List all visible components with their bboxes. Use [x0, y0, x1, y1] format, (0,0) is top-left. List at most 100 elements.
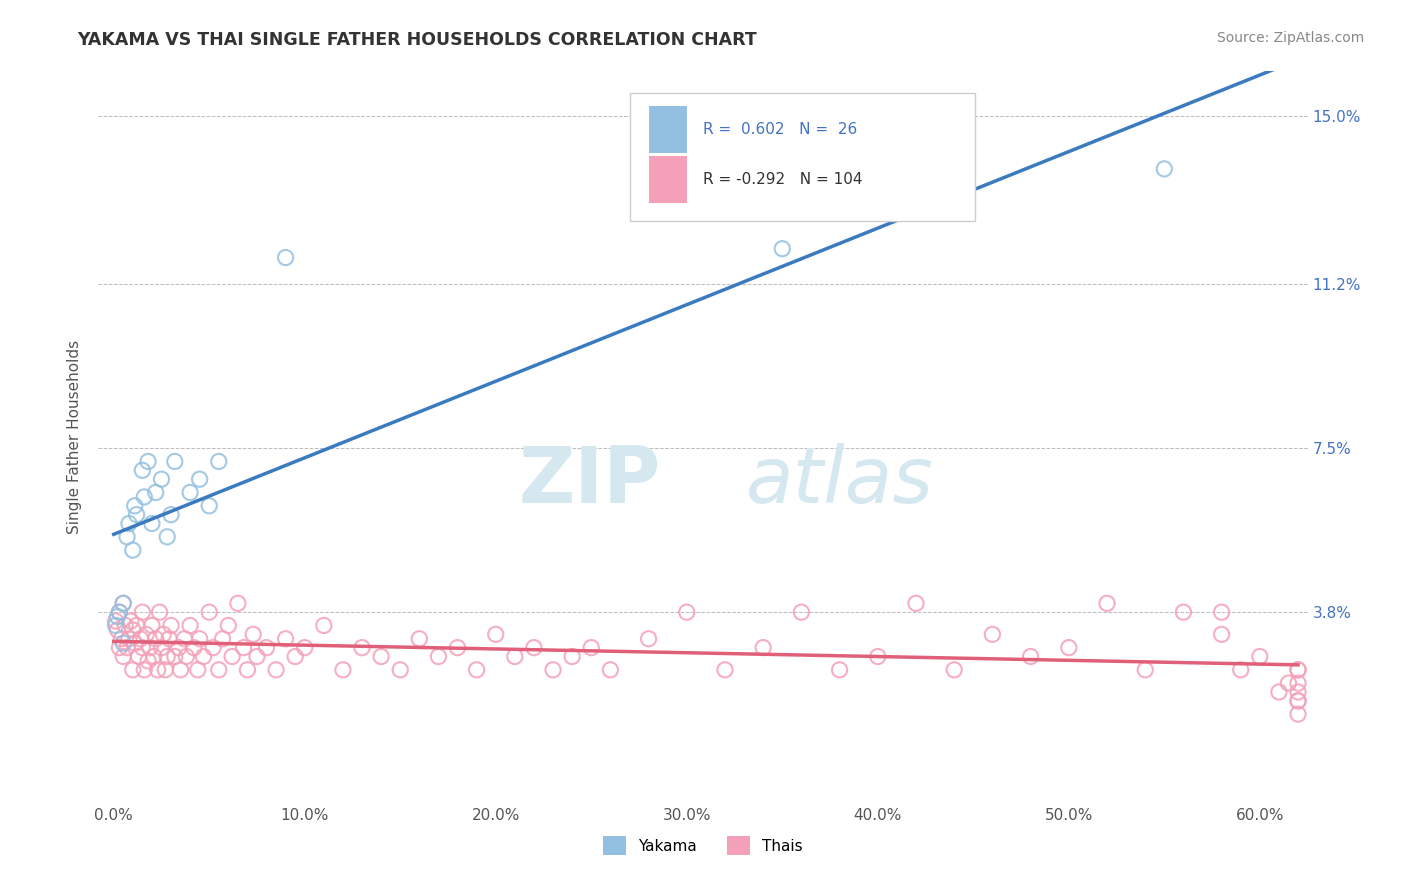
Point — [135, 627, 157, 641]
Point — [1286, 694, 1309, 708]
Point — [134, 490, 156, 504]
Point — [174, 649, 197, 664]
Point — [145, 632, 167, 646]
Point — [104, 614, 127, 628]
Point — [179, 618, 201, 632]
Point — [1277, 676, 1299, 690]
Y-axis label: Single Father Households: Single Father Households — [67, 340, 83, 534]
Point — [104, 618, 127, 632]
Point — [163, 649, 186, 664]
Point — [150, 640, 173, 655]
Point — [114, 618, 136, 632]
Point — [141, 618, 163, 632]
Point — [125, 508, 148, 522]
Point — [208, 454, 231, 468]
Point — [637, 632, 659, 646]
Point — [152, 627, 174, 641]
Point — [107, 623, 129, 637]
Point — [389, 663, 412, 677]
Point — [146, 663, 169, 677]
Point — [1286, 663, 1309, 677]
Point — [770, 242, 793, 256]
Point — [1211, 627, 1233, 641]
Point — [183, 640, 205, 655]
Point — [599, 663, 621, 677]
Point — [211, 632, 233, 646]
Point — [1286, 676, 1309, 690]
Point — [408, 632, 430, 646]
Point — [1286, 685, 1309, 699]
Point — [121, 543, 143, 558]
Point — [150, 472, 173, 486]
Point — [188, 472, 211, 486]
Point — [294, 640, 316, 655]
Point — [118, 516, 141, 531]
Point — [112, 636, 135, 650]
Point — [242, 627, 264, 641]
Point — [198, 499, 221, 513]
Point — [188, 632, 211, 646]
Point — [193, 649, 215, 664]
Point — [179, 485, 201, 500]
Point — [1173, 605, 1195, 619]
Point — [350, 640, 373, 655]
Point — [828, 663, 851, 677]
Point — [148, 605, 170, 619]
FancyBboxPatch shape — [648, 156, 688, 203]
Point — [1135, 663, 1157, 677]
Point — [131, 640, 153, 655]
Point — [118, 632, 141, 646]
Point — [981, 627, 1004, 641]
Point — [264, 663, 287, 677]
Point — [217, 618, 239, 632]
Point — [139, 640, 162, 655]
Point — [121, 623, 143, 637]
Point — [198, 605, 221, 619]
Point — [136, 654, 159, 668]
Point — [160, 618, 183, 632]
Point — [523, 640, 546, 655]
Point — [541, 663, 564, 677]
Point — [112, 596, 135, 610]
Point — [370, 649, 392, 664]
Point — [107, 609, 129, 624]
Point — [1286, 694, 1309, 708]
Point — [120, 614, 142, 628]
Point — [108, 605, 131, 619]
Point — [112, 596, 135, 610]
Text: Source: ZipAtlas.com: Source: ZipAtlas.com — [1216, 31, 1364, 45]
Point — [163, 454, 186, 468]
Point — [115, 530, 138, 544]
Point — [142, 649, 165, 664]
Point — [284, 649, 307, 664]
Point — [108, 640, 131, 655]
Point — [246, 649, 269, 664]
Point — [581, 640, 603, 655]
Point — [125, 618, 148, 632]
Point — [128, 649, 150, 664]
Point — [173, 632, 195, 646]
Point — [1211, 605, 1233, 619]
Point — [714, 663, 737, 677]
Point — [446, 640, 468, 655]
Point — [752, 640, 775, 655]
Point — [236, 663, 259, 677]
Point — [1095, 596, 1118, 610]
Point — [134, 663, 156, 677]
Point — [108, 605, 131, 619]
Point — [110, 632, 132, 646]
Point — [485, 627, 508, 641]
Text: R = -0.292   N = 104: R = -0.292 N = 104 — [703, 172, 862, 187]
Point — [503, 649, 526, 664]
Point — [169, 663, 191, 677]
Point — [221, 649, 243, 664]
Point — [124, 499, 146, 513]
Point — [160, 508, 183, 522]
Point — [155, 663, 177, 677]
Point — [145, 485, 167, 500]
Point — [904, 596, 927, 610]
Point — [790, 605, 813, 619]
Point — [312, 618, 335, 632]
Point — [1286, 663, 1309, 677]
Text: atlas: atlas — [745, 443, 934, 519]
